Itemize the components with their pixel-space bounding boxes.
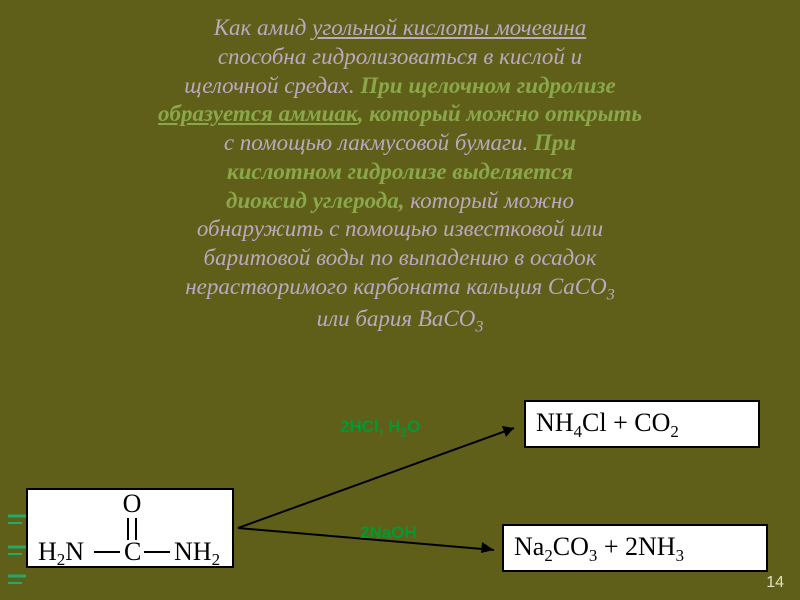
line5a: с помощью лакмусовой бумаги. <box>224 130 534 155</box>
line4b: , который можно открыть <box>358 101 642 126</box>
acid-product-text: NH4Cl + CO2 <box>526 402 758 442</box>
p1s1: 4 <box>574 422 582 441</box>
svg-text:H2N: H2N <box>38 537 84 569</box>
acid-product-box: NH4Cl + CO2 <box>524 400 760 448</box>
line8: обнаружить с помощью известковой или <box>197 216 603 241</box>
svg-text:NH2: NH2 <box>174 537 220 569</box>
base-condition-label: 2NaOH <box>360 523 417 543</box>
line11sub: 3 <box>475 319 483 336</box>
line5b: При <box>534 130 576 155</box>
acid-b: O <box>407 417 420 436</box>
line3b: При щелочном гидролизе <box>360 73 615 98</box>
line6: кислотном гидролизе выделяется <box>227 159 573 184</box>
acid-a: 2HCl, H <box>340 417 400 436</box>
bullet-decoration-2 <box>8 544 28 558</box>
line7b: который можно <box>404 188 573 213</box>
p1b: Cl + CO <box>582 408 670 437</box>
line9: баритовой воды по выпадению в осадок <box>204 245 597 270</box>
bullet-decoration-3 <box>8 573 28 587</box>
line4a: образуется аммиак <box>158 101 358 126</box>
base-product-box: Na2CO3 + 2NH3 <box>502 524 768 572</box>
line7a: диоксид углерода, <box>226 188 404 213</box>
line2: способна гидролизоваться в кислой и <box>218 44 582 69</box>
p2s3: 3 <box>676 546 684 565</box>
urea-structure: O H2N C NH2 <box>28 490 236 570</box>
urea-structure-box: O H2N C NH2 <box>26 488 234 568</box>
line10a: нерастворимого карбоната кальция CaCO <box>185 274 606 299</box>
p2a: Na <box>514 532 544 561</box>
svg-text:O: O <box>123 490 142 518</box>
line1a: Как амид <box>214 15 312 40</box>
p2c: + 2NH <box>597 532 675 561</box>
svg-text:C: C <box>124 537 141 566</box>
p1a: NH <box>536 408 574 437</box>
line10sub: 3 <box>607 286 615 303</box>
p1s2: 2 <box>670 422 678 441</box>
p2b: CO <box>553 532 589 561</box>
base-product-text: Na2CO3 + 2NH3 <box>504 526 766 566</box>
line3a: щелочной средах. <box>184 73 360 98</box>
p2s1: 2 <box>544 546 552 565</box>
page-number: 14 <box>766 574 784 592</box>
reaction-diagram: O H2N C NH2 2HCl, H2O 2NaOH NH4Cl + CO2 … <box>0 400 800 580</box>
line11a: или бария BaCO <box>317 306 476 331</box>
line1b: угольной кислоты мочевина <box>312 15 586 40</box>
acid-condition-label: 2HCl, H2O <box>340 417 420 439</box>
main-paragraph: Как амид угольной кислоты мочевина спосо… <box>26 14 774 338</box>
bullet-decoration-1 <box>8 513 28 527</box>
